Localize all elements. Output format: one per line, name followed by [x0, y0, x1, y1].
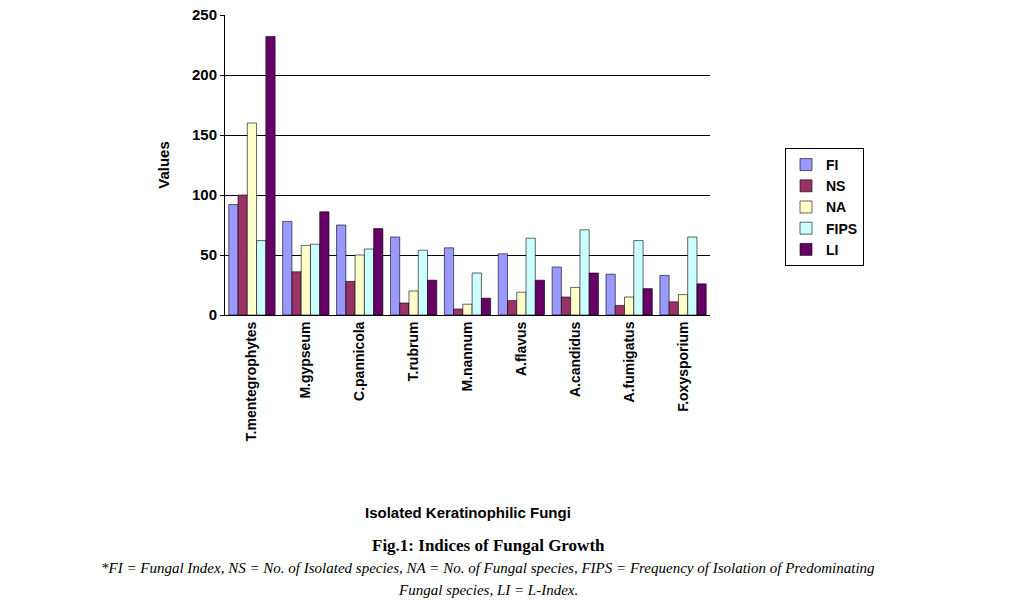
svg-text:NA: NA [826, 199, 846, 215]
svg-text:Isolated Keratinophilic Fungi: Isolated Keratinophilic Fungi [365, 504, 571, 521]
svg-text:T.mentegrophytes: T.mentegrophytes [243, 321, 259, 441]
svg-text:Fungal species, LI = L-Index.: Fungal species, LI = L-Index. [398, 582, 578, 598]
svg-text:A.flavus: A.flavus [513, 321, 529, 376]
svg-text:0: 0 [209, 306, 217, 323]
svg-text:LI: LI [826, 242, 838, 258]
svg-text:Values: Values [155, 141, 172, 189]
svg-text:FI: FI [826, 157, 838, 173]
svg-text:100: 100 [192, 186, 217, 203]
svg-text:50: 50 [200, 246, 217, 263]
svg-text:F.oxysporium: F.oxysporium [675, 322, 691, 412]
svg-text:FIPS: FIPS [826, 221, 857, 237]
svg-text:NS: NS [826, 178, 845, 194]
svg-text:T.rubrum: T.rubrum [405, 322, 421, 382]
svg-text:200: 200 [192, 66, 217, 83]
svg-text:*FI = Fungal Index, NS = No. o: *FI = Fungal Index, NS = No. of Isolated… [101, 560, 875, 576]
svg-text:250: 250 [192, 6, 217, 23]
svg-text:Fig.1: Indices of Fungal Growt: Fig.1: Indices of Fungal Growth [372, 536, 605, 555]
svg-text:M.nannum: M.nannum [459, 322, 475, 392]
svg-text:C.pannicola: C.pannicola [351, 321, 367, 401]
svg-text:A.candidus: A.candidus [567, 321, 583, 397]
svg-text:M.gypseum: M.gypseum [297, 322, 313, 399]
svg-text:150: 150 [192, 126, 217, 143]
svg-text:A.fumigatus: A.fumigatus [621, 321, 637, 402]
